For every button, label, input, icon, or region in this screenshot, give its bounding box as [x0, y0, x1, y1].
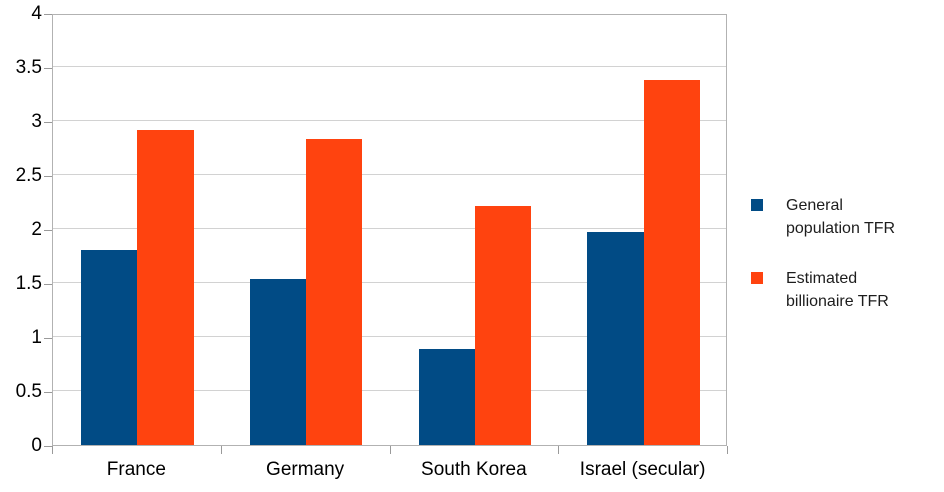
legend-entry-estimated-billionaire: Estimated billionaire TFR	[751, 267, 926, 313]
gridline-3	[53, 120, 726, 121]
x-tick-0	[52, 446, 53, 454]
y-tick-1-5	[44, 283, 52, 285]
x-tick-2	[389, 446, 391, 454]
y-axis-label-3: 3	[31, 111, 42, 132]
y-tick-1	[44, 337, 52, 339]
x-axis-label-south-korea: South Korea	[421, 459, 527, 480]
bar-general-population-tfr-israel-secular	[587, 232, 644, 445]
bar-estimated-billionaire-tfr-israel-secular	[643, 79, 700, 445]
y-axis-label-0: 0	[31, 435, 42, 456]
y-axis-label-4: 4	[31, 3, 42, 24]
bar-general-population-tfr-south-korea	[418, 348, 475, 445]
bar-estimated-billionaire-tfr-france	[137, 129, 194, 445]
bar-estimated-billionaire-tfr-south-korea	[474, 206, 532, 445]
plot-area	[52, 14, 727, 446]
legend: General population TFR Estimated billion…	[751, 194, 926, 313]
y-tick-3	[44, 121, 52, 123]
y-axis-label-3-5: 3.5	[15, 57, 42, 78]
bar-estimated-billionaire-tfr-germany	[306, 139, 363, 445]
y-axis-label-1-5: 1.5	[15, 273, 42, 294]
gridline-1	[53, 336, 726, 337]
legend-swatch-estimated-billionaire	[751, 272, 763, 284]
x-axis-label-france: France	[106, 459, 166, 480]
bar-general-population-tfr-germany	[249, 278, 307, 445]
x-tick-1	[220, 446, 222, 454]
bar-general-population-tfr-france	[81, 249, 138, 445]
y-axis-label-2-5: 2.5	[15, 165, 42, 186]
x-axis-label-israel-secular: Israel (secular)	[579, 459, 706, 480]
gridline-2-5	[53, 174, 726, 175]
y-tick-0	[44, 445, 52, 447]
y-axis-label-1: 1	[31, 327, 42, 348]
y-tick-2-5	[44, 175, 52, 177]
x-tick-3	[558, 446, 560, 454]
x-tick-4	[727, 446, 728, 454]
y-tick-3-5	[44, 67, 52, 69]
y-tick-4	[44, 13, 52, 15]
x-axis-label-germany: Germany	[266, 459, 345, 480]
y-axis-label-2: 2	[31, 219, 42, 240]
y-tick-2	[44, 229, 52, 231]
y-tick-0-5	[44, 391, 52, 393]
legend-label-general-population: General population TFR	[786, 197, 896, 237]
gridline-3-5	[53, 66, 726, 67]
legend-label-estimated-billionaire: Estimated billionaire TFR	[786, 270, 889, 310]
gridline-1-5	[53, 282, 726, 283]
gridline-0-5	[53, 390, 726, 391]
legend-entry-general-population: General population TFR	[751, 194, 926, 240]
gridline-2	[53, 228, 726, 229]
y-axis-label-0-5: 0.5	[15, 381, 42, 402]
legend-swatch-general-population	[751, 199, 763, 211]
